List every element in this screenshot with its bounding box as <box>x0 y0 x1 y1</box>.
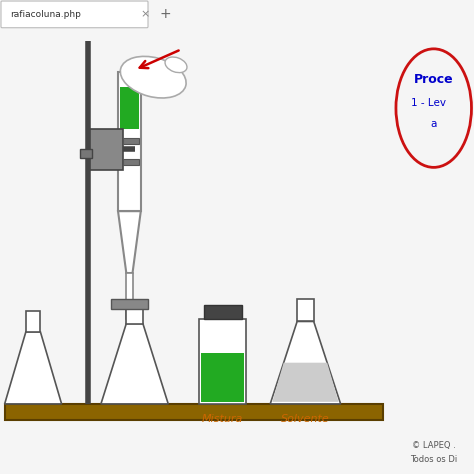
Text: a: a <box>430 118 437 128</box>
Bar <box>80 149 92 157</box>
Ellipse shape <box>120 56 186 98</box>
Bar <box>123 138 139 144</box>
Text: ×: × <box>140 9 149 19</box>
FancyBboxPatch shape <box>1 1 148 27</box>
Text: rafiacoluna.php: rafiacoluna.php <box>10 10 81 19</box>
Bar <box>90 129 123 170</box>
Text: Proce: Proce <box>414 73 454 86</box>
Bar <box>199 319 246 404</box>
Text: +: + <box>160 8 172 21</box>
Bar <box>297 299 314 321</box>
Text: Mistura: Mistura <box>202 414 243 424</box>
Bar <box>26 311 40 332</box>
Bar <box>111 299 148 309</box>
Bar <box>126 301 143 324</box>
Polygon shape <box>270 321 341 404</box>
Ellipse shape <box>165 57 187 73</box>
Bar <box>118 72 141 211</box>
Text: Solvente: Solvente <box>281 414 330 424</box>
Bar <box>203 305 242 319</box>
Polygon shape <box>118 211 141 273</box>
Bar <box>126 273 133 319</box>
Bar <box>5 404 383 420</box>
Bar <box>123 159 139 165</box>
Polygon shape <box>5 332 62 404</box>
Text: Todos os Di: Todos os Di <box>410 455 457 464</box>
Bar <box>120 88 139 129</box>
Bar <box>201 353 244 402</box>
Polygon shape <box>272 363 338 402</box>
Polygon shape <box>101 324 168 404</box>
Text: 1 - Lev: 1 - Lev <box>411 98 446 108</box>
Text: © LAPEQ .: © LAPEQ . <box>412 441 456 450</box>
